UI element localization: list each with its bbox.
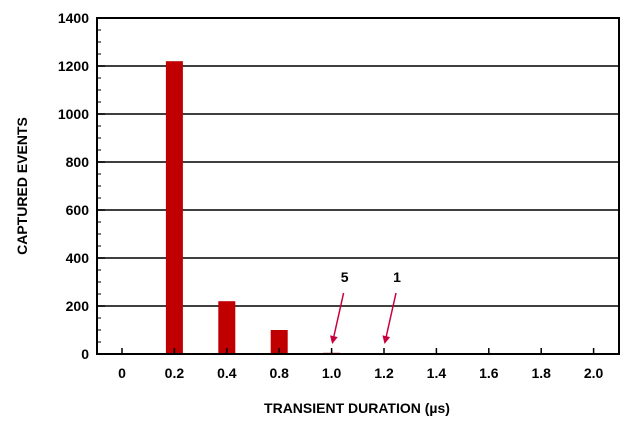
y-tick-label: 200 [66, 298, 90, 314]
bar [270, 330, 288, 354]
x-tick-label: 1.6 [479, 365, 499, 381]
bars [165, 61, 341, 354]
annotation-arrow [330, 292, 345, 344]
x-tick-label: 0.2 [165, 365, 185, 381]
y-tick-label: 1200 [58, 58, 89, 74]
y-tick-label: 0 [81, 346, 89, 362]
gridlines [97, 65, 619, 307]
y-axis-title: CAPTURED EVENTS [14, 117, 30, 255]
x-tick-label: 0.8 [269, 365, 289, 381]
x-axis-title: TRANSIENT DURATION (µs) [264, 400, 450, 416]
bar [165, 61, 183, 354]
x-tick-label: 0 [118, 365, 126, 381]
y-tick-label: 1000 [58, 106, 89, 122]
annotation-label: 1 [393, 269, 401, 285]
x-axis: 0 0.2 0.4 0.8 1.0 1.2 1.4 1.6 1.8 2.0 [118, 348, 604, 381]
x-tick-label: 1.0 [322, 365, 342, 381]
annotation-label: 5 [341, 269, 349, 285]
x-tick-label: 1.2 [374, 365, 394, 381]
y-tick-label: 1400 [58, 10, 89, 26]
y-tick-label: 800 [66, 154, 90, 170]
y-tick-label: 400 [66, 250, 90, 266]
x-tick-label: 1.4 [427, 365, 447, 381]
y-tick-label: 600 [66, 202, 90, 218]
y-axis: 0 200 400 600 800 1000 1200 1400 [58, 10, 105, 362]
x-tick-label: 0.4 [217, 365, 237, 381]
annotation-arrow [382, 292, 397, 344]
x-tick-label: 2.0 [584, 365, 604, 381]
x-tick-label: 1.8 [531, 365, 551, 381]
bar [218, 301, 236, 354]
